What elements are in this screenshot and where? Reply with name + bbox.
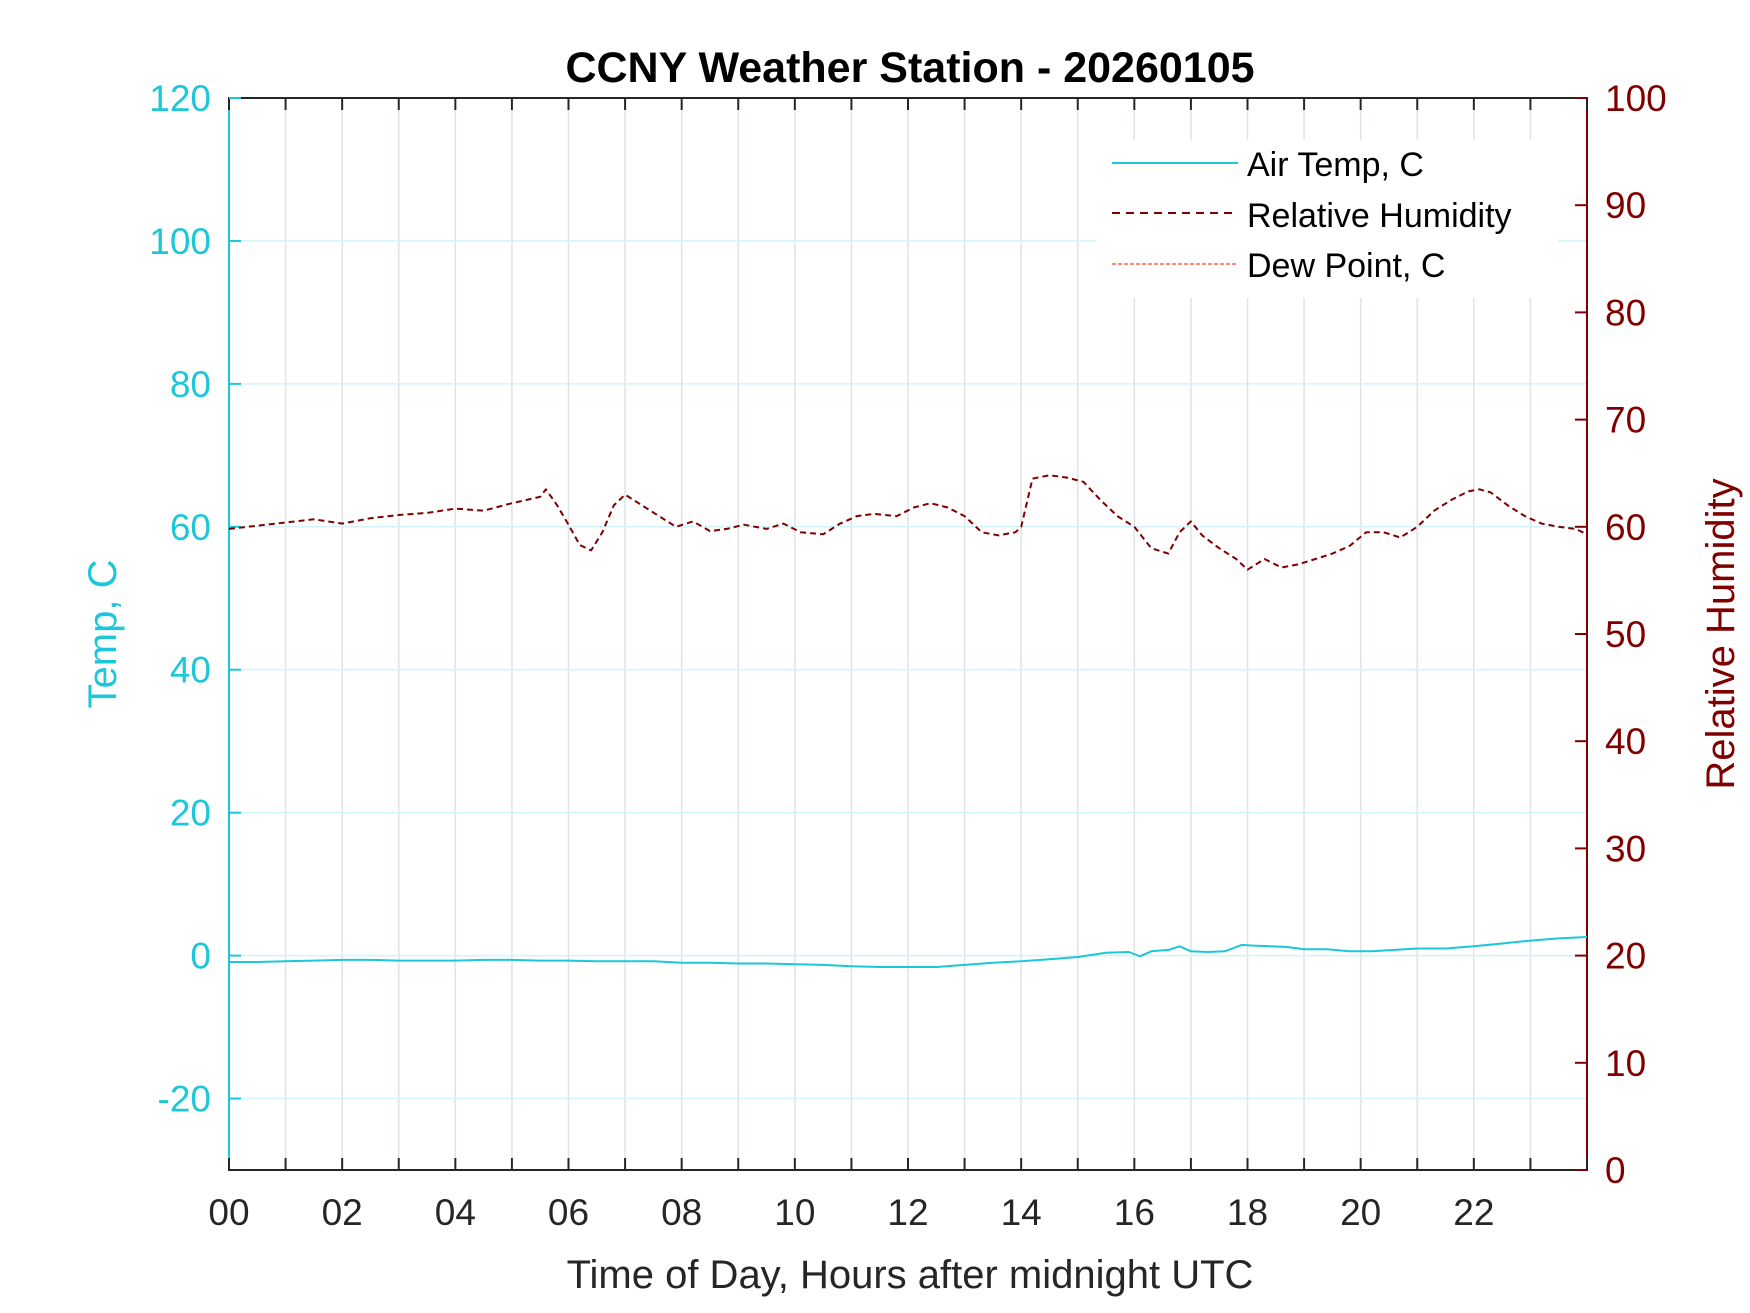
left-tick-label: 80: [170, 364, 211, 405]
right-tick-label: 40: [1605, 721, 1646, 762]
right-tick-label: 50: [1605, 614, 1646, 655]
series-layer: [228, 474, 1588, 968]
right-tick-label: 10: [1605, 1043, 1646, 1084]
x-tick-label: 18: [1227, 1192, 1268, 1233]
x-tick-label: 02: [322, 1192, 363, 1233]
x-tick-label: 00: [208, 1192, 249, 1233]
left-tick-label: 40: [170, 650, 211, 691]
x-gridlines: [284, 98, 1532, 1170]
x-axis-ticks: 00 02 04 06 08 10 12 14 16 18 20 22: [208, 98, 1588, 1233]
left-tick-label: 0: [190, 936, 211, 977]
right-tick-label: 0: [1605, 1150, 1626, 1191]
x-tick-label: 12: [887, 1192, 928, 1233]
left-axis-ticks: -20 0 20 40 60 80 100 120: [149, 78, 241, 1120]
right-axis-ticks: 0 10 20 30 40 50 60 70 80 90 100: [1575, 78, 1667, 1191]
legend-label-air-temp: Air Temp, C: [1247, 146, 1424, 184]
right-tick-label: 30: [1605, 828, 1646, 869]
right-tick-label: 60: [1605, 507, 1646, 548]
left-tick-label: 20: [170, 793, 211, 834]
series-line-relative-humidity: [228, 474, 1588, 571]
legend-box: [1096, 140, 1558, 298]
series-line-air-temp: [229, 936, 1588, 968]
x-tick-label: 10: [774, 1192, 815, 1233]
x-tick-label: 14: [1001, 1192, 1042, 1233]
right-tick-label: 20: [1605, 936, 1646, 977]
legend-label-dew-point: Dew Point, C: [1247, 247, 1445, 285]
left-tick-label: 100: [149, 221, 211, 262]
left-tick-label: 120: [149, 78, 211, 119]
y-gridlines: [229, 240, 1587, 1100]
x-tick-label: 20: [1340, 1192, 1381, 1233]
x-tick-label: 06: [548, 1192, 589, 1233]
legend-label-relative-humidity: Relative Humidity: [1247, 197, 1512, 235]
x-axis-label: Time of Day, Hours after midnight UTC: [567, 1253, 1254, 1297]
right-tick-label: 80: [1605, 292, 1646, 333]
legend: Air Temp, C Relative Humidity Dew Point,…: [1096, 140, 1558, 298]
x-tick-label: 08: [661, 1192, 702, 1233]
x-tick-label: 22: [1453, 1192, 1494, 1233]
right-tick-label: 100: [1605, 78, 1667, 119]
left-tick-label: -20: [158, 1079, 211, 1120]
chart-title: CCNY Weather Station - 20260105: [565, 44, 1254, 92]
right-y-axis-label: Relative Humidity: [1699, 478, 1743, 789]
right-tick-label: 90: [1605, 185, 1646, 226]
x-tick-label: 04: [435, 1192, 476, 1233]
left-y-axis-label: Temp, C: [81, 560, 125, 709]
right-tick-label: 70: [1605, 400, 1646, 441]
left-tick-label: 60: [170, 507, 211, 548]
x-tick-label: 16: [1114, 1192, 1155, 1233]
